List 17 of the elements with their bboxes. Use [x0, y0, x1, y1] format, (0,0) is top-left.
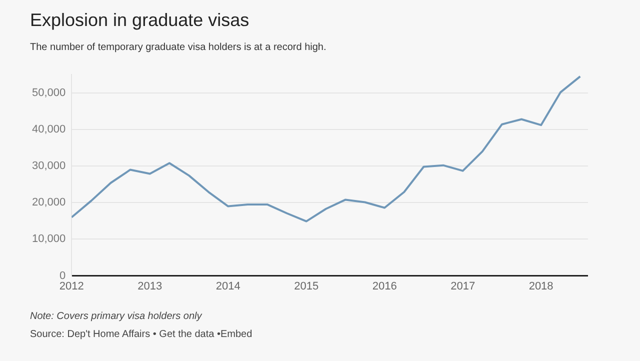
x-tick-label: 2017 [450, 280, 476, 292]
y-tick-label: 30,000 [32, 160, 66, 172]
x-tick-label: 2014 [216, 280, 240, 292]
chart-title: Explosion in graduate visas [30, 10, 250, 31]
y-tick-label: 50,000 [32, 86, 66, 99]
x-tick-label: 2016 [372, 280, 397, 292]
text: Note: Covers primary visa holders only [30, 311, 202, 322]
x-tick-label: 2018 [528, 280, 554, 292]
chart-subtitle: The number of temporary graduate visa holders is at a record high. [30, 42, 326, 53]
y-tick-label: 0 [60, 270, 66, 282]
x-tick-label: 2015 [294, 280, 319, 292]
source-note: Source: Dep't Home Affairs • Get the data •Embed [30, 329, 252, 340]
y-tick-label: 20,000 [32, 196, 66, 209]
y-tick-label: 10,000 [32, 233, 66, 246]
x-tick-label: 2012 [59, 280, 84, 292]
x-tick-label: 2013 [138, 280, 162, 292]
y-tick-label: 40,000 [32, 124, 66, 136]
